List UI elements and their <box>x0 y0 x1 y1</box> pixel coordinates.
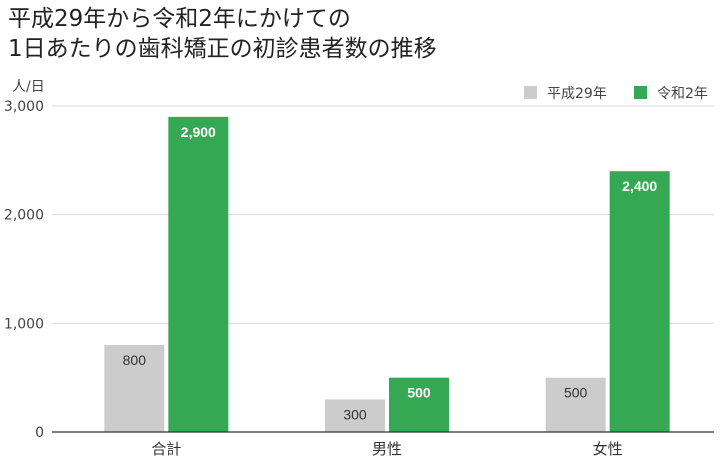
chart-title-line-1: 平成29年から令和2年にかけての <box>8 6 351 32</box>
bar <box>168 116 229 432</box>
data-label: 2,400 <box>622 178 657 194</box>
data-label: 500 <box>407 385 431 401</box>
bar <box>545 377 606 432</box>
data-label: 500 <box>564 385 588 401</box>
bar <box>609 171 670 432</box>
y-tick-label: 3,000 <box>4 99 44 115</box>
legend-label: 平成29年 <box>547 86 607 102</box>
x-tick-label: 女性 <box>593 440 623 458</box>
chart-title: 平成29年から令和2年にかけての 1日あたりの歯科矯正の初診患者数の推移 <box>8 4 437 64</box>
y-tick-label: 0 <box>35 425 44 441</box>
bar <box>389 377 449 432</box>
data-label: 800 <box>123 352 147 368</box>
bar <box>325 399 385 432</box>
data-label: 300 <box>343 406 367 422</box>
x-tick-label: 合計 <box>151 440 181 458</box>
y-unit-label: 人/日 <box>12 79 45 95</box>
y-tick-label: 1,000 <box>4 316 44 332</box>
legend-swatch <box>524 86 537 99</box>
y-tick-label: 2,000 <box>4 208 44 224</box>
legend-label: 令和2年 <box>657 86 708 102</box>
x-tick-label: 男性 <box>372 440 402 458</box>
chart-title-line-2: 1日あたりの歯科矯正の初診患者数の推移 <box>8 36 437 62</box>
data-label: 2,900 <box>181 124 216 140</box>
legend-swatch <box>634 86 647 99</box>
bar <box>104 345 165 432</box>
